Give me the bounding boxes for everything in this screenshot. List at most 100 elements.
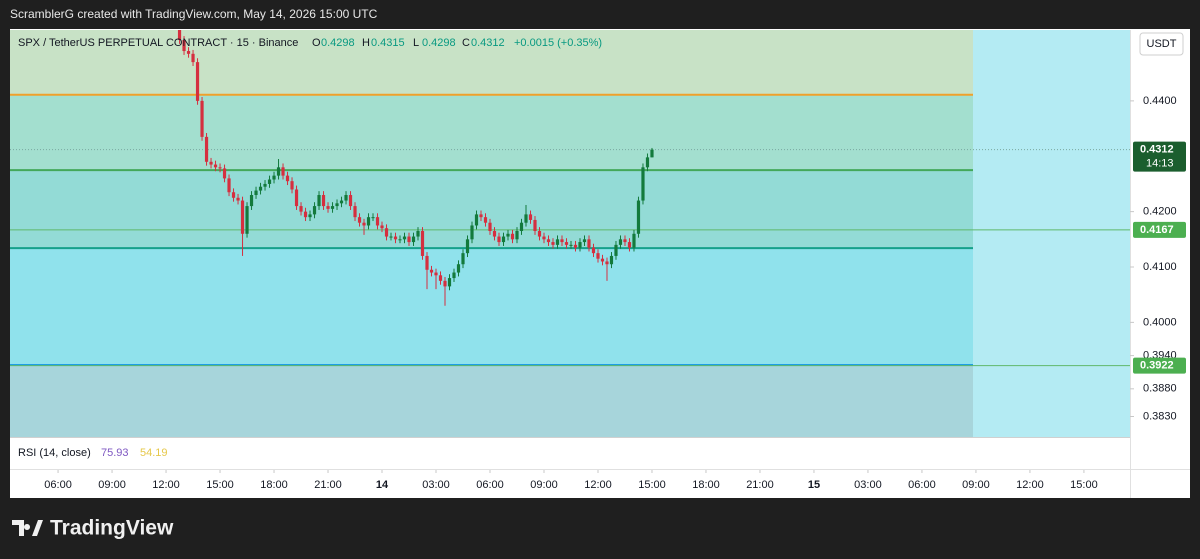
candle-body	[393, 236, 398, 240]
countdown: 14:13	[1146, 158, 1174, 170]
candle-body	[204, 136, 209, 162]
candle-body	[569, 244, 573, 246]
candle-body	[303, 211, 308, 218]
x-tick-label: 15:00	[638, 479, 666, 491]
candle-body	[357, 217, 362, 223]
candle-body	[551, 242, 555, 245]
currency[interactable]: USDT	[1147, 38, 1177, 50]
candle-body	[636, 200, 641, 234]
candle-body	[240, 200, 245, 234]
candle-body	[425, 255, 429, 270]
ohlc-value: 0.4298	[321, 37, 355, 49]
candle-body	[330, 206, 335, 209]
candle-body	[564, 242, 569, 245]
change: +0.0015 (+0.35%)	[514, 37, 602, 49]
zone	[10, 365, 973, 437]
candle-body	[515, 231, 519, 240]
candle-body	[402, 236, 407, 240]
candle-body	[290, 181, 294, 190]
candle-body	[285, 175, 290, 182]
x-tick-label: 18:00	[692, 479, 720, 491]
x-tick-label: 06:00	[44, 479, 72, 491]
candle-body	[533, 219, 537, 232]
candle-body	[200, 100, 204, 137]
candle-body	[650, 149, 654, 158]
candle-body	[416, 231, 420, 237]
ohlc-value: 0.4315	[371, 37, 405, 49]
candle-body	[191, 53, 195, 63]
candle-body	[366, 217, 371, 226]
x-tick-label: 15:00	[1070, 479, 1098, 491]
candle-body	[294, 189, 299, 207]
ohlc-key: C	[462, 37, 470, 49]
candle-body	[560, 239, 564, 243]
y-tick-label: 0.3880	[1143, 383, 1177, 395]
candle-body	[618, 239, 623, 245]
candle-body	[627, 242, 632, 248]
candle-body	[452, 272, 456, 279]
candle-body	[348, 195, 353, 207]
x-tick-label: 03:00	[422, 479, 450, 491]
candle-body	[398, 239, 402, 241]
credit: ScramblerG created with TradingView.com,…	[10, 7, 378, 21]
candle-body	[186, 51, 191, 54]
x-tick-label: 15:00	[206, 479, 234, 491]
candle-body	[605, 261, 609, 265]
x-tick-label: 21:00	[746, 479, 774, 491]
price-label: 0.3922	[1140, 359, 1174, 371]
y-tick-label: 0.3830	[1143, 410, 1177, 422]
candle-body	[614, 244, 618, 256]
candle-body	[501, 236, 506, 243]
candle-body	[447, 278, 452, 287]
x-tick-label: 14	[376, 479, 389, 491]
indicator-value: 75.93	[101, 447, 129, 459]
candle-body	[353, 206, 357, 218]
x-tick-label: 12:00	[584, 479, 612, 491]
x-tick-label: 21:00	[314, 479, 342, 491]
candle-body	[483, 217, 488, 223]
currency-box[interactable]	[1139, 32, 1184, 56]
candle-body	[641, 167, 645, 201]
price-label-box	[1133, 141, 1186, 172]
x-tick-label: 12:00	[152, 479, 180, 491]
x-tick-label: 09:00	[530, 479, 558, 491]
x-tick-label: 06:00	[908, 479, 936, 491]
zone	[10, 170, 973, 249]
candle-body	[384, 228, 389, 237]
candle-body	[623, 239, 627, 243]
plot	[10, 30, 1130, 367]
zones	[10, 30, 973, 437]
candle-body	[488, 222, 492, 232]
candle-body	[528, 214, 533, 220]
candle-body	[465, 239, 470, 254]
candle-body	[281, 167, 285, 176]
candle-body	[276, 167, 281, 176]
candle-body	[380, 225, 384, 229]
x-tick-label: 09:00	[98, 479, 126, 491]
y-tick-label: 0.4100	[1143, 261, 1177, 273]
candle-body	[182, 39, 186, 52]
candle-body	[506, 233, 510, 237]
chart-title: SPX / TetherUS PERPETUAL CONTRACT · 15 ·…	[18, 37, 298, 49]
x-tick-label: 12:00	[1016, 479, 1044, 491]
candle-body	[236, 197, 240, 201]
indicator-value: 54.19	[140, 447, 168, 459]
ohlc-key: L	[413, 37, 419, 49]
candle-body	[209, 161, 213, 165]
zone	[10, 248, 973, 366]
candle-body	[470, 225, 474, 240]
candle-body	[371, 217, 375, 219]
candle-body	[492, 231, 497, 237]
candle-body	[596, 253, 600, 259]
candle-body	[222, 168, 227, 179]
candle-body	[213, 164, 218, 168]
candle-body	[267, 179, 272, 184]
y-tick-label: 0.4000	[1143, 316, 1177, 328]
candle-body	[474, 214, 479, 226]
ohlc-key: O	[312, 37, 321, 49]
ohlc-key: H	[362, 37, 370, 49]
candle-body	[317, 195, 321, 207]
candle-body	[609, 255, 614, 265]
